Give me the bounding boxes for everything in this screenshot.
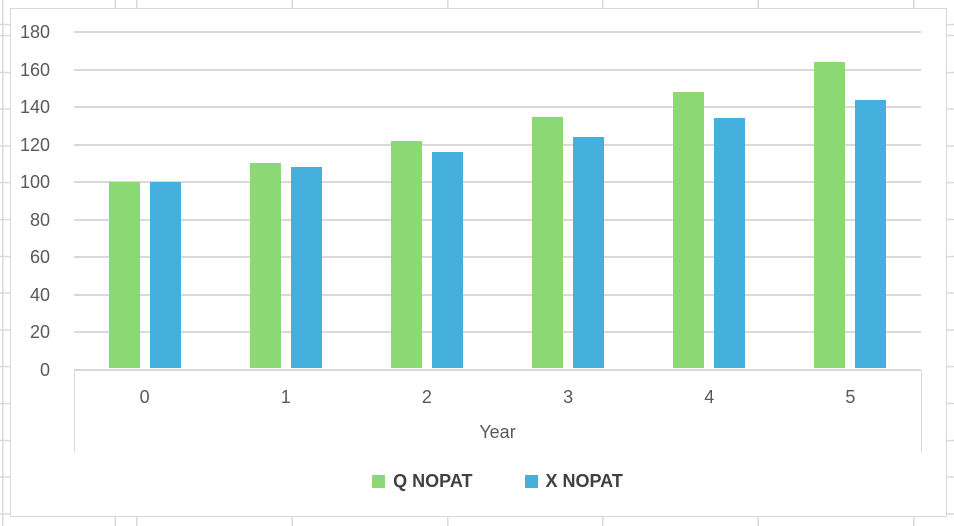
bar-x-nopat-year-0[interactable] — [149, 182, 181, 368]
gridline-160 — [74, 68, 921, 71]
gridline-120 — [74, 143, 921, 146]
y-tick-label-60: 60 — [29, 247, 50, 268]
x-axis-line — [74, 369, 921, 371]
legend-label-x-nopat: X NOPAT — [545, 471, 623, 491]
bar-q-nopat-year-0[interactable] — [108, 182, 140, 368]
y-tick-label-100: 100 — [19, 172, 50, 193]
y-tick-label-180: 180 — [19, 22, 50, 42]
y-tick-label-20: 20 — [29, 322, 50, 343]
x-tick-label-1: 1 — [280, 387, 291, 407]
legend-item-x-nopat[interactable]: X NOPAT — [524, 471, 623, 491]
legend-label-q-nopat: Q NOPAT — [393, 471, 473, 491]
y-tick-label-40: 40 — [29, 284, 50, 305]
y-tick-label-80: 80 — [29, 209, 50, 230]
y-tick-label-140: 140 — [19, 97, 50, 118]
bar-q-nopat-year-1[interactable] — [249, 163, 281, 368]
gridline-20 — [74, 331, 921, 334]
bar-q-nopat-year-3[interactable] — [532, 116, 564, 368]
x-tick-label-0: 0 — [139, 387, 150, 407]
legend-swatch-x-nopat-icon — [524, 474, 538, 488]
gridline-60 — [74, 256, 921, 259]
x-tick-label-4: 4 — [704, 387, 715, 407]
category-band-right-tick — [920, 370, 922, 453]
category-band-left-tick — [73, 370, 75, 453]
legend-item-q-nopat[interactable]: Q NOPAT — [372, 471, 473, 491]
bar-q-nopat-year-2[interactable] — [390, 140, 422, 368]
x-tick-label-3: 3 — [563, 387, 574, 407]
x-axis-title: Year — [479, 422, 516, 442]
x-tick-label-2: 2 — [421, 387, 432, 407]
legend: Q NOPAT X NOPAT — [74, 471, 921, 491]
legend-swatch-q-nopat-icon — [372, 474, 386, 488]
bar-x-nopat-year-5[interactable] — [855, 99, 887, 368]
gridline-180 — [74, 31, 921, 33]
y-tick-label-160: 160 — [19, 59, 50, 80]
bar-q-nopat-year-5[interactable] — [814, 62, 846, 368]
gridline-100 — [74, 181, 921, 184]
chart-area[interactable]: 0 20 40 60 80 100 120 140 160 180 0 1 2 3 4 5 Year Q N… — [10, 8, 947, 517]
x-tick-label-5: 5 — [845, 387, 856, 407]
gridline-40 — [74, 293, 921, 296]
gridline-80 — [74, 218, 921, 221]
y-tick-label-0: 0 — [39, 360, 50, 380]
bar-x-nopat-year-2[interactable] — [431, 152, 463, 368]
y-tick-label-120: 120 — [19, 134, 50, 155]
bar-x-nopat-year-1[interactable] — [290, 167, 322, 368]
bar-x-nopat-year-3[interactable] — [573, 137, 605, 368]
bar-q-nopat-year-4[interactable] — [673, 92, 705, 368]
bar-x-nopat-year-4[interactable] — [714, 118, 746, 368]
gridline-140 — [74, 106, 921, 109]
